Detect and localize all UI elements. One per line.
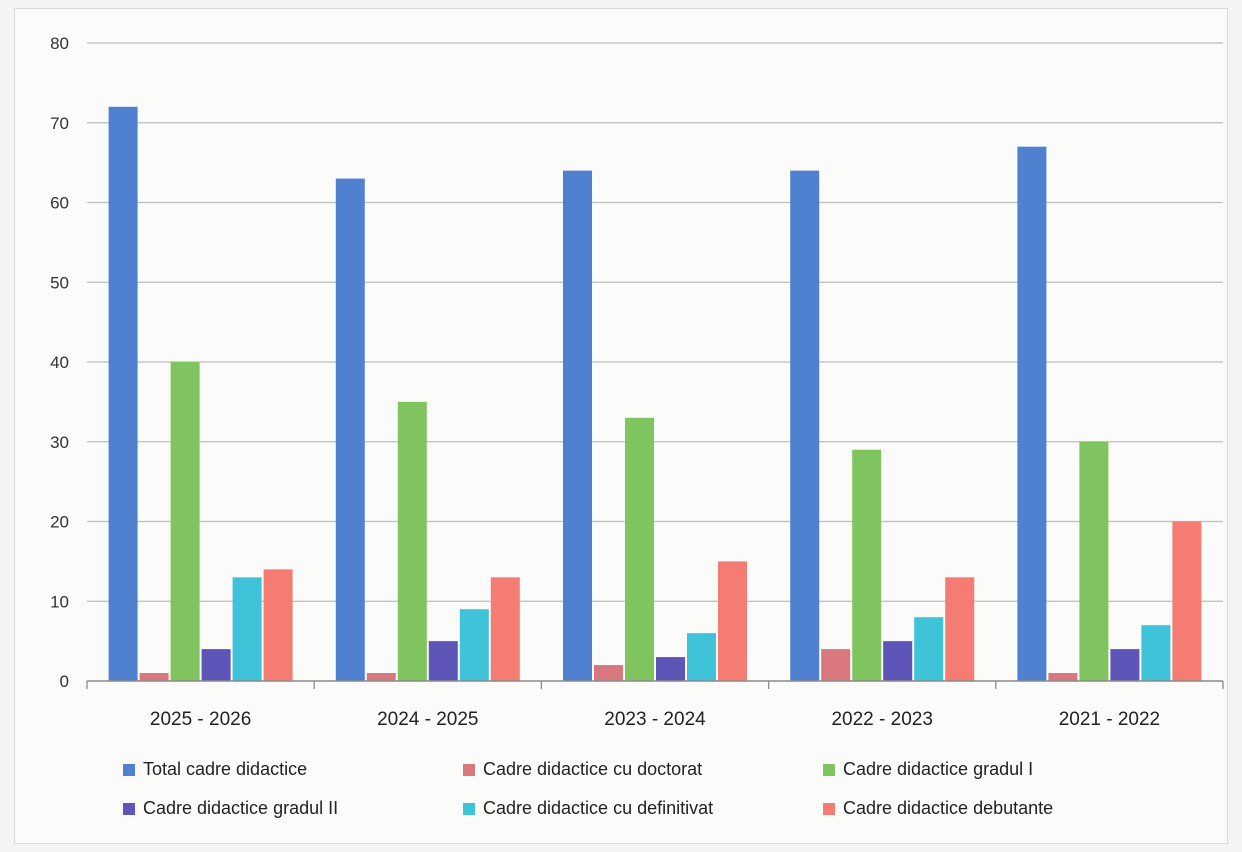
x-axis-labels: 2025 - 2026 2024 - 2025 2023 - 2024 2022 - … xyxy=(150,709,1160,730)
legend-item: Total cadre didactice xyxy=(123,759,463,780)
bar xyxy=(1079,441,1109,681)
bar xyxy=(594,665,623,681)
gridlines xyxy=(87,42,1223,602)
bar xyxy=(1110,649,1140,681)
legend-label: Cadre didactice gradul II xyxy=(143,798,339,818)
x-tick-label: 2024 - 2025 xyxy=(377,709,478,730)
chart-frame: 0 10 20 30 40 50 60 70 80 2025 - 2026 2024 - 2025… xyxy=(14,8,1228,844)
y-tick-label: 60 xyxy=(50,194,69,213)
bar xyxy=(170,362,200,681)
legend-swatch xyxy=(823,802,835,815)
legend-item: Cadre didactice gradul I xyxy=(823,759,1163,780)
legend-item: Cadre didactice gradul II xyxy=(123,798,463,819)
x-tick-label: 2022 - 2023 xyxy=(831,709,932,730)
bar xyxy=(232,577,262,681)
bar xyxy=(656,657,685,681)
y-tick-label: 70 xyxy=(50,114,69,133)
legend-item: Cadre didactice cu doctorat xyxy=(463,759,823,780)
bar xyxy=(1141,625,1171,681)
y-axis-ticks: 0 10 20 30 40 50 60 70 80 xyxy=(50,34,69,691)
y-tick-label: 80 xyxy=(50,34,69,53)
bar xyxy=(625,417,654,681)
y-tick-label: 50 xyxy=(50,273,69,292)
y-tick-label: 10 xyxy=(50,592,69,611)
y-tick-label: 20 xyxy=(50,513,69,532)
legend-label: Cadre didactice debutante xyxy=(843,798,1054,818)
bar xyxy=(201,649,231,681)
bar xyxy=(718,561,747,681)
bar xyxy=(883,641,913,681)
bar xyxy=(490,577,520,681)
legend-label: Cadre didactice gradul I xyxy=(843,759,1034,779)
bar xyxy=(1017,146,1047,682)
legend-swatch xyxy=(823,763,835,776)
legend-swatch xyxy=(123,763,135,776)
bar xyxy=(366,673,396,681)
bar xyxy=(108,106,138,682)
y-tick-label: 30 xyxy=(50,433,69,452)
x-tick-label: 2021 - 2022 xyxy=(1059,709,1160,730)
legend-label: Cadre didactice cu definitivat xyxy=(483,798,714,818)
legend-swatch xyxy=(463,763,475,776)
bar xyxy=(914,617,944,681)
y-tick-label: 40 xyxy=(50,353,69,372)
x-tick-label: 2025 - 2026 xyxy=(150,709,251,730)
bar-chart: 0 10 20 30 40 50 60 70 80 2025 - 2026 2024 - 2025… xyxy=(50,34,1224,730)
bar xyxy=(1048,673,1078,681)
bar xyxy=(852,449,882,681)
bars xyxy=(108,106,1202,682)
legend-item: Cadre didactice debutante xyxy=(823,798,1163,819)
bar xyxy=(428,641,458,681)
legend-swatch xyxy=(123,802,135,815)
bar xyxy=(263,569,293,681)
legend-label: Total cadre didactice xyxy=(143,759,308,779)
bar xyxy=(563,170,592,681)
x-axis xyxy=(86,680,1224,689)
bar xyxy=(821,649,851,681)
legend-swatch xyxy=(463,802,475,815)
legend-label: Cadre didactice cu doctorat xyxy=(483,759,703,779)
legend-item: Cadre didactice cu definitivat xyxy=(463,798,823,819)
bar xyxy=(459,609,489,681)
bar xyxy=(790,170,820,681)
bar xyxy=(397,401,427,681)
y-tick-label: 0 xyxy=(60,672,69,691)
bar xyxy=(139,673,169,681)
bar xyxy=(687,633,716,681)
bar xyxy=(1172,521,1202,681)
bar xyxy=(945,577,975,681)
legend: Total cadre didactice Cadre didactice cu … xyxy=(123,759,1163,819)
bar xyxy=(335,178,365,681)
x-tick-label: 2023 - 2024 xyxy=(604,709,706,730)
